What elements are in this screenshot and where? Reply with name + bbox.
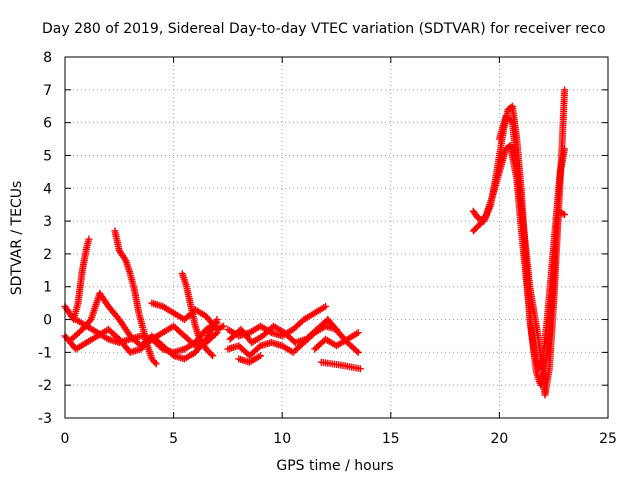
y-tick-label: -2 — [38, 378, 52, 394]
data-point — [220, 322, 228, 330]
series-trace-l — [311, 329, 362, 353]
series-trace-d — [111, 227, 160, 368]
series-trace-h — [224, 302, 330, 340]
data-point — [85, 235, 93, 243]
data-point — [207, 350, 215, 358]
x-tick-label: 10 — [273, 431, 291, 447]
series-trace-g — [178, 270, 217, 360]
y-tick-label: 4 — [43, 181, 52, 197]
data-point — [354, 348, 362, 356]
x-tick-label: 20 — [490, 431, 508, 447]
series-trace-p — [495, 86, 569, 399]
y-tick-label: 3 — [43, 214, 52, 230]
y-tick-label: -1 — [38, 345, 52, 361]
data-point — [211, 330, 219, 338]
data-point — [218, 323, 226, 331]
x-axis-ticks: 0 5 10 15 20 25 — [61, 57, 617, 447]
x-tick-label: 5 — [169, 431, 178, 447]
data-point — [356, 365, 364, 373]
x-tick-label: 0 — [61, 431, 70, 447]
plot-frame — [64, 56, 609, 419]
x-tick-label: 15 — [382, 431, 400, 447]
data-point — [561, 211, 569, 219]
data-point — [209, 352, 217, 360]
series-trace-a — [61, 235, 93, 324]
data-point — [213, 319, 221, 327]
data-series — [61, 86, 569, 399]
y-tick-label: -3 — [38, 411, 52, 427]
data-point — [256, 352, 264, 360]
y-tick-label: 2 — [43, 247, 52, 263]
chart-title: Day 280 of 2019, Sidereal Day-to-day VTE… — [42, 21, 606, 37]
data-point — [152, 360, 160, 368]
data-point — [353, 347, 361, 355]
y-tick-label: 8 — [43, 50, 52, 66]
y-axis-label: SDTVAR / TECUs — [9, 181, 25, 296]
series-trace-k — [235, 352, 264, 366]
data-point — [216, 324, 224, 332]
data-point — [507, 117, 515, 125]
y-axis-ticks: -3 -2 -1 0 1 2 3 4 5 6 7 8 — [38, 50, 608, 427]
y-tick-label: 0 — [43, 313, 52, 329]
x-axis-label: GPS time / hours — [276, 458, 393, 474]
series-trace-m — [317, 358, 364, 373]
x-tick-label: 25 — [599, 431, 617, 447]
data-point — [322, 302, 330, 310]
data-point — [354, 329, 362, 337]
y-tick-label: 7 — [43, 83, 52, 99]
data-point — [561, 86, 569, 94]
y-tick-label: 6 — [43, 116, 52, 132]
y-tick-label: 1 — [43, 280, 52, 296]
y-tick-label: 5 — [43, 148, 52, 164]
